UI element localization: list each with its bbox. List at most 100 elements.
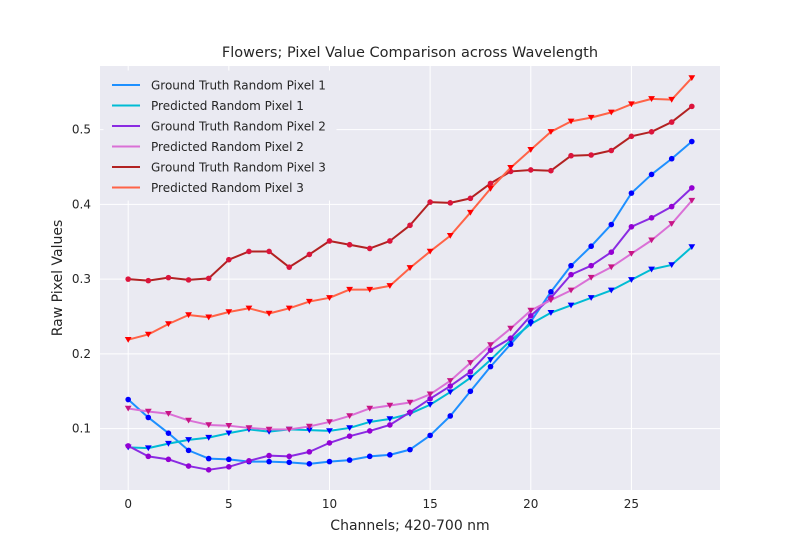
data-point xyxy=(346,457,353,463)
data-point xyxy=(527,167,534,173)
data-point xyxy=(487,363,494,370)
data-point xyxy=(427,395,433,402)
legend-item: Predicted Random Pixel 3 xyxy=(112,181,304,195)
data-point xyxy=(387,452,393,458)
legend-item: Predicted Random Pixel 1 xyxy=(112,99,304,113)
data-point xyxy=(406,265,414,271)
data-point xyxy=(205,455,212,462)
data-point xyxy=(165,430,172,436)
data-point xyxy=(648,171,655,178)
data-point xyxy=(466,209,474,216)
data-point xyxy=(266,458,272,465)
data-point xyxy=(527,307,535,314)
data-point xyxy=(185,463,192,469)
legend-label: Ground Truth Random Pixel 1 xyxy=(151,79,326,93)
x-tick-label: 5 xyxy=(225,497,233,511)
data-point xyxy=(226,464,232,470)
legend-label: Ground Truth Random Pixel 2 xyxy=(151,120,326,134)
data-point xyxy=(487,357,494,363)
series-4 xyxy=(124,197,696,433)
chart-title: Flowers; Pixel Value Comparison across W… xyxy=(222,45,598,61)
data-point xyxy=(185,417,192,424)
data-point xyxy=(587,295,595,301)
data-point xyxy=(286,453,293,460)
data-point xyxy=(366,405,374,412)
data-point xyxy=(648,215,655,221)
data-point xyxy=(547,310,555,316)
legend-label: Predicted Random Pixel 1 xyxy=(151,99,304,113)
data-point xyxy=(668,221,676,227)
data-point xyxy=(245,305,253,312)
data-point xyxy=(648,96,655,102)
data-point xyxy=(668,119,675,125)
data-point xyxy=(648,237,655,244)
data-point xyxy=(648,129,655,135)
data-point xyxy=(305,298,313,305)
series-layer xyxy=(124,75,696,473)
data-point xyxy=(346,286,354,293)
data-point xyxy=(608,249,615,256)
legend-label: Predicted Random Pixel 3 xyxy=(151,181,304,195)
data-point xyxy=(165,411,172,417)
data-point xyxy=(144,445,152,452)
y-tick-label: 0.4 xyxy=(72,197,91,211)
data-point xyxy=(607,264,615,271)
legend-item: Ground Truth Random Pixel 3 xyxy=(112,161,326,175)
data-point xyxy=(567,118,575,125)
legend-item: Ground Truth Random Pixel 1 xyxy=(112,79,326,93)
data-point xyxy=(285,426,293,433)
data-point xyxy=(225,422,233,429)
data-point xyxy=(366,453,373,460)
data-point xyxy=(286,459,293,466)
data-point xyxy=(226,256,232,263)
data-point xyxy=(205,314,213,321)
data-point xyxy=(326,295,333,301)
series-3 xyxy=(125,185,695,473)
data-point xyxy=(507,335,514,341)
data-point xyxy=(548,289,554,295)
data-point xyxy=(689,185,695,191)
data-point xyxy=(447,413,454,419)
data-point xyxy=(406,399,414,406)
data-point xyxy=(567,302,575,309)
legend-item: Predicted Random Pixel 2 xyxy=(112,140,304,154)
data-point xyxy=(205,275,212,282)
data-point xyxy=(407,409,413,416)
data-point xyxy=(185,312,192,319)
data-point xyxy=(467,369,474,375)
y-axis-label: Raw Pixel Values xyxy=(50,220,66,336)
data-point xyxy=(387,422,393,428)
data-point xyxy=(668,203,675,210)
data-point xyxy=(366,245,373,252)
data-point xyxy=(568,152,574,159)
data-point xyxy=(487,347,494,353)
data-point xyxy=(688,197,696,204)
legend-box xyxy=(103,70,337,201)
data-point xyxy=(185,447,192,454)
data-point xyxy=(265,310,273,317)
data-point xyxy=(125,396,131,403)
data-point xyxy=(326,458,333,465)
x-axis-label: Channels; 420-700 nm xyxy=(330,518,489,534)
data-point xyxy=(568,271,574,278)
data-point xyxy=(426,391,434,398)
legend: Ground Truth Random Pixel 1 Predicted Ran… xyxy=(103,70,337,201)
series-1 xyxy=(125,138,695,467)
data-point xyxy=(245,425,253,431)
data-point xyxy=(124,336,132,343)
data-point xyxy=(689,138,695,145)
data-point xyxy=(165,274,172,281)
data-point xyxy=(386,402,394,409)
data-point xyxy=(487,185,494,192)
data-point xyxy=(165,456,172,463)
data-point xyxy=(446,233,454,239)
data-point xyxy=(286,264,293,270)
data-point xyxy=(527,321,535,328)
series-6 xyxy=(124,75,696,343)
data-point xyxy=(125,443,131,449)
data-point xyxy=(427,432,433,439)
data-point xyxy=(407,446,413,453)
y-tick-label: 0.2 xyxy=(72,347,91,361)
legend-item: Ground Truth Random Pixel 2 xyxy=(112,120,326,134)
data-point xyxy=(326,419,333,426)
